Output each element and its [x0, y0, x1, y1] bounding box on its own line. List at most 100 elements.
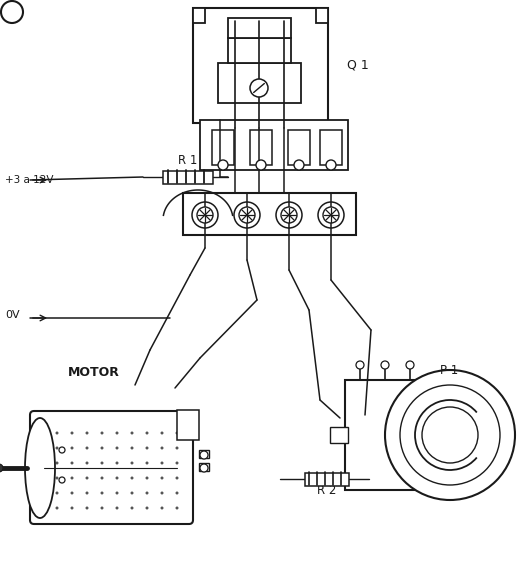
Circle shape: [385, 370, 515, 500]
Circle shape: [200, 464, 208, 472]
Bar: [183, 193, 356, 235]
Circle shape: [71, 506, 73, 509]
Circle shape: [146, 431, 149, 434]
Circle shape: [0, 464, 3, 472]
Bar: [218, 63, 301, 103]
Circle shape: [323, 207, 339, 223]
Circle shape: [256, 160, 266, 170]
Circle shape: [56, 447, 58, 450]
Circle shape: [41, 461, 44, 465]
Circle shape: [1, 1, 23, 23]
Text: R 1: R 1: [178, 153, 198, 166]
Bar: [250, 130, 272, 165]
Circle shape: [192, 202, 218, 228]
Circle shape: [406, 361, 414, 369]
Ellipse shape: [25, 418, 55, 518]
Text: C: C: [8, 7, 16, 17]
Circle shape: [59, 447, 65, 453]
Circle shape: [161, 506, 163, 509]
Bar: [193, 8, 328, 123]
Bar: [199, 463, 209, 471]
Circle shape: [176, 431, 178, 434]
Text: MOTOR: MOTOR: [68, 365, 120, 378]
Bar: [212, 130, 234, 165]
Text: P 1: P 1: [440, 364, 458, 377]
Circle shape: [71, 491, 73, 495]
Circle shape: [276, 202, 302, 228]
Circle shape: [56, 506, 58, 509]
Circle shape: [85, 477, 88, 479]
Bar: [193, 8, 328, 123]
Circle shape: [318, 202, 344, 228]
Bar: [288, 130, 310, 165]
Circle shape: [146, 477, 149, 479]
Circle shape: [85, 461, 88, 465]
Circle shape: [41, 491, 44, 495]
Circle shape: [59, 477, 65, 483]
Circle shape: [71, 477, 73, 479]
Bar: [305, 473, 349, 486]
Circle shape: [71, 431, 73, 434]
Circle shape: [100, 491, 103, 495]
Circle shape: [115, 506, 119, 509]
Circle shape: [71, 461, 73, 465]
Bar: [193, 8, 205, 23]
Circle shape: [115, 461, 119, 465]
Bar: [316, 8, 328, 23]
Text: R 2: R 2: [317, 483, 336, 496]
Circle shape: [200, 451, 208, 459]
Circle shape: [131, 431, 134, 434]
Circle shape: [100, 431, 103, 434]
Circle shape: [131, 447, 134, 450]
Circle shape: [56, 477, 58, 479]
Bar: [320, 130, 342, 165]
Circle shape: [41, 477, 44, 479]
Bar: [193, 8, 205, 23]
Circle shape: [197, 207, 213, 223]
Circle shape: [326, 160, 336, 170]
Circle shape: [85, 431, 88, 434]
Circle shape: [281, 207, 297, 223]
Circle shape: [115, 491, 119, 495]
Bar: [228, 18, 291, 38]
Circle shape: [41, 506, 44, 509]
Circle shape: [131, 461, 134, 465]
Circle shape: [234, 202, 260, 228]
Bar: [228, 38, 291, 63]
Circle shape: [422, 407, 478, 463]
Bar: [177, 410, 199, 440]
Text: Q 1: Q 1: [347, 59, 369, 72]
Circle shape: [176, 461, 178, 465]
Circle shape: [100, 447, 103, 450]
Circle shape: [100, 461, 103, 465]
Circle shape: [161, 461, 163, 465]
Circle shape: [41, 431, 44, 434]
Circle shape: [85, 447, 88, 450]
Circle shape: [146, 491, 149, 495]
Circle shape: [131, 477, 134, 479]
Circle shape: [115, 447, 119, 450]
Circle shape: [294, 160, 304, 170]
Circle shape: [250, 79, 268, 97]
Circle shape: [100, 477, 103, 479]
Circle shape: [100, 506, 103, 509]
Bar: [200, 120, 348, 170]
Circle shape: [56, 461, 58, 465]
Bar: [316, 8, 328, 23]
Circle shape: [146, 447, 149, 450]
Text: +3 a 12V: +3 a 12V: [5, 175, 54, 185]
Circle shape: [115, 431, 119, 434]
Circle shape: [161, 431, 163, 434]
Circle shape: [218, 160, 228, 170]
Circle shape: [176, 447, 178, 450]
FancyBboxPatch shape: [30, 411, 193, 524]
Circle shape: [115, 477, 119, 479]
Circle shape: [176, 491, 178, 495]
Circle shape: [71, 447, 73, 450]
Circle shape: [56, 491, 58, 495]
Circle shape: [161, 491, 163, 495]
Circle shape: [176, 506, 178, 509]
Circle shape: [146, 461, 149, 465]
Circle shape: [56, 431, 58, 434]
Bar: [199, 450, 209, 458]
